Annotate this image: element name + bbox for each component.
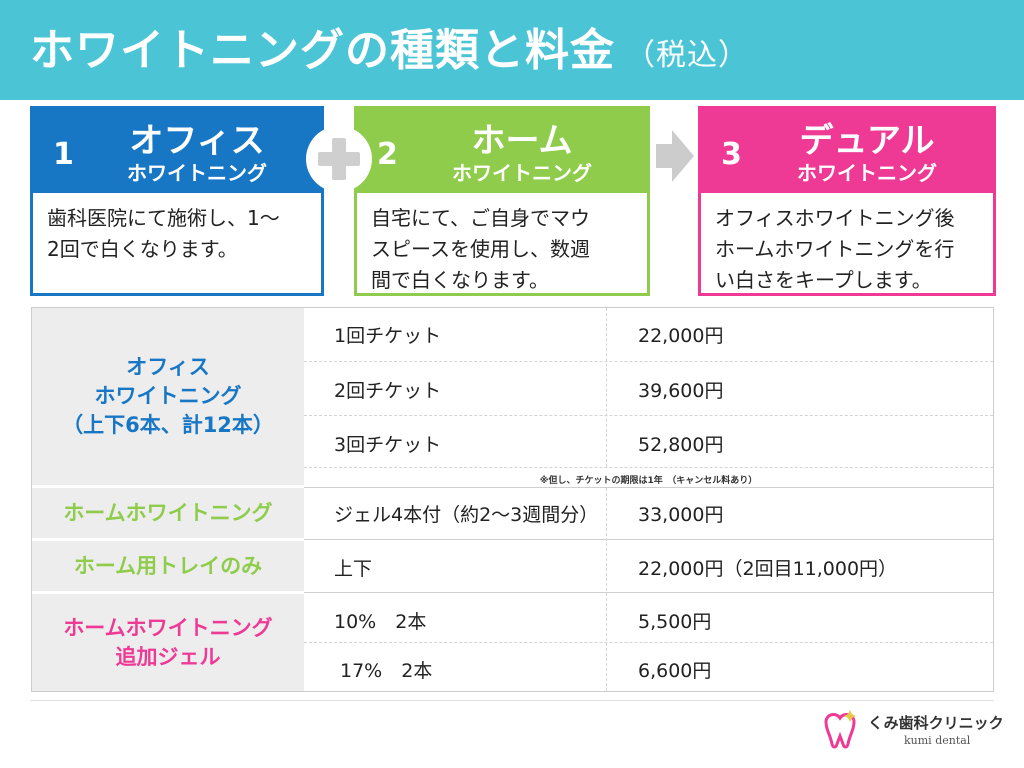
table-row-item: ジェル4本付（約2～3週間分） xyxy=(334,504,599,526)
category-label-line: 追加ジェル xyxy=(115,644,221,669)
page-title: ホワイトニングの種類と料金 （税込） xyxy=(30,14,749,78)
category-additional-gel: ホームホワイトニング 追加ジェル xyxy=(32,594,304,691)
card-header: 2 ホーム ホワイトニング xyxy=(357,109,647,193)
table-row-item: 10% 2本 xyxy=(334,611,427,633)
category-label-line: （上下6本、計12本） xyxy=(62,413,274,437)
column-divider xyxy=(606,488,607,691)
card-description-line: 自宅にて、ご自身でマウ xyxy=(371,206,590,230)
card-description-line: 歯科医院にて施術し、1～ xyxy=(47,206,280,230)
card-title: デュアル xyxy=(799,121,935,161)
clinic-name-en: kumi dental xyxy=(904,734,971,747)
card-description: オフィスホワイトニング後 ホームホワイトニングを行 い白さをキープします。 xyxy=(715,203,983,296)
category-label-line: オフィス xyxy=(126,355,210,379)
card-dual-whitening: 3 デュアル ホワイトニング オフィスホワイトニング後 ホームホワイトニングを行… xyxy=(698,106,996,296)
table-row-price: 39,600円 xyxy=(638,380,724,402)
row-divider xyxy=(304,415,993,416)
page-subtitle: （税込） xyxy=(625,38,749,73)
card-description-line: スピースを使用し、数週 xyxy=(371,237,590,261)
price-table: オフィス ホワイトニング （上下6本、計12本） ホームホワイトニング ホーム用… xyxy=(31,307,994,692)
clinic-name: くみ歯科クリニック xyxy=(868,714,1004,732)
card-description-line: ホームホワイトニングを行 xyxy=(715,237,955,261)
category-divider xyxy=(32,485,304,488)
card-number: 3 xyxy=(721,137,742,172)
card-description-line: オフィスホワイトニング後 xyxy=(715,206,955,230)
table-row-item: 2回チケット xyxy=(334,380,442,402)
card-title: ホーム xyxy=(471,121,573,161)
page-title-text: ホワイトニングの種類と料金 xyxy=(30,25,615,76)
plus-icon-glyph xyxy=(318,138,360,180)
card-description: 自宅にて、ご自身でマウ スピースを使用し、数週 間で白くなります。 xyxy=(371,203,637,296)
table-row-price: 22,000円（2回目11,000円） xyxy=(638,558,898,580)
category-office-whitening: オフィス ホワイトニング （上下6本、計12本） xyxy=(32,308,304,485)
table-row-price: 5,500円 xyxy=(638,611,712,633)
card-header: 1 オフィス ホワイトニング xyxy=(33,109,321,193)
row-divider xyxy=(304,361,993,362)
table-row-price: 33,000円 xyxy=(638,504,724,526)
table-row-price: 52,800円 xyxy=(638,434,724,456)
section-divider xyxy=(304,539,993,540)
card-title: オフィス xyxy=(129,121,265,161)
card-subtitle: ホワイトニング xyxy=(127,161,267,185)
row-divider xyxy=(304,642,993,643)
arrow-right-icon xyxy=(656,130,694,182)
table-row-item: 1回チケット xyxy=(334,325,442,347)
card-description-line: い白さをキープします。 xyxy=(715,268,932,292)
section-divider xyxy=(304,592,993,593)
table-row-price: 22,000円 xyxy=(638,325,724,347)
table-row-item: 3回チケット xyxy=(334,434,442,456)
card-header: 3 デュアル ホワイトニング xyxy=(701,109,993,193)
card-number: 1 xyxy=(53,137,74,172)
card-description: 歯科医院にて施術し、1～ 2回で白くなります。 xyxy=(47,203,311,265)
card-description-line: 2回で白くなります。 xyxy=(47,237,238,261)
category-home-whitening: ホームホワイトニング xyxy=(32,488,304,538)
card-subtitle: ホワイトニング xyxy=(797,161,937,185)
category-divider xyxy=(32,538,304,541)
card-home-whitening: 2 ホーム ホワイトニング 自宅にて、ご自身でマウ スピースを使用し、数週 間で… xyxy=(354,106,650,296)
category-divider xyxy=(32,591,304,594)
plus-icon xyxy=(306,126,372,192)
footer-divider xyxy=(30,700,994,701)
card-office-whitening: 1 オフィス ホワイトニング 歯科医院にて施術し、1～ 2回で白くなります。 xyxy=(30,106,324,296)
tooth-logo-icon xyxy=(824,710,856,749)
card-subtitle: ホワイトニング xyxy=(452,161,592,185)
row-divider xyxy=(304,467,993,468)
category-label-line: ホワイトニング xyxy=(94,384,242,408)
table-row-item: 17% 2本 xyxy=(340,660,433,682)
column-divider xyxy=(606,308,607,467)
table-row-price: 6,600円 xyxy=(638,660,712,682)
ticket-note: ※但し、チケットの期限は1年 （キャンセル料あり） xyxy=(539,476,758,486)
category-tray-only: ホーム用トレイのみ xyxy=(32,541,304,591)
card-description-line: 間で白くなります。 xyxy=(371,268,549,292)
category-label-line: ホームホワイトニング xyxy=(63,615,273,640)
header-banner: ホワイトニングの種類と料金 （税込） xyxy=(0,0,1024,100)
card-number: 2 xyxy=(377,137,398,172)
table-row-item: 上下 xyxy=(334,558,373,580)
section-divider xyxy=(304,487,993,488)
